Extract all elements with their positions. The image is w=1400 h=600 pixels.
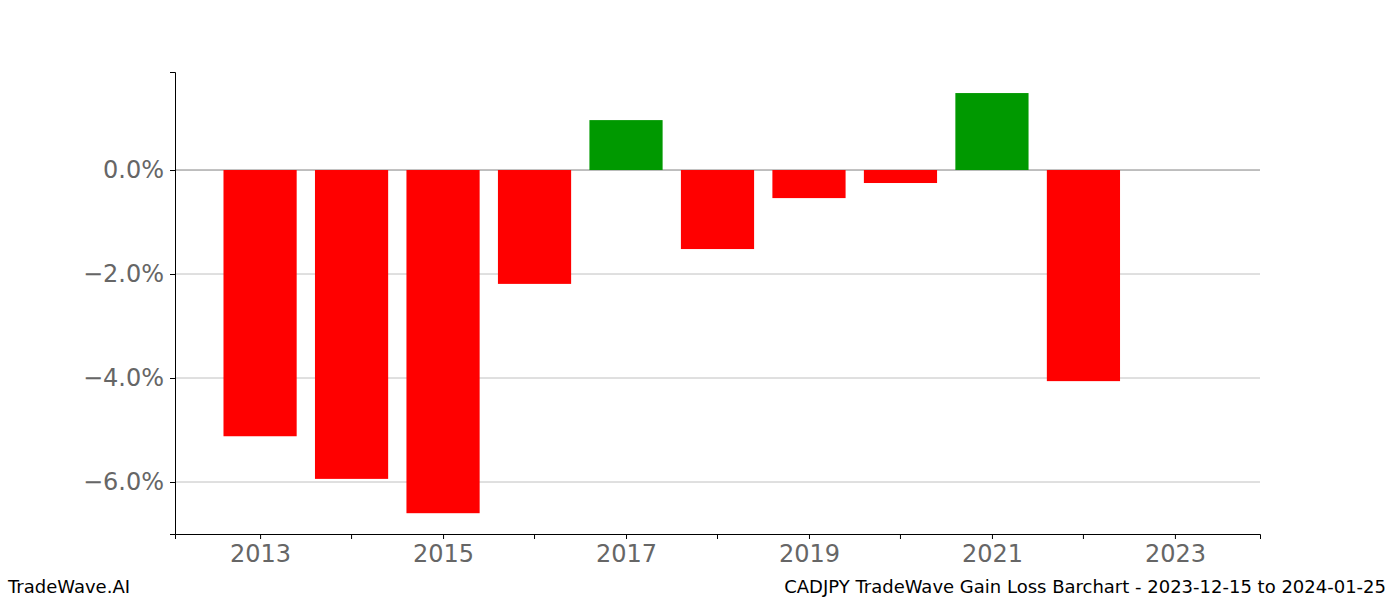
bar — [864, 170, 937, 183]
x-tick: 2017 — [596, 534, 657, 568]
y-tick: −2.0% — [83, 260, 175, 288]
x-tick: 2023 — [1145, 534, 1206, 568]
x-tick: 2021 — [962, 534, 1023, 568]
x-axis-line — [176, 535, 1261, 540]
y-tick: −4.0% — [83, 364, 175, 392]
x-tick-label: 2023 — [1145, 540, 1206, 568]
x-tick: 2013 — [230, 534, 291, 568]
y-tick: −6.0% — [83, 468, 175, 496]
y-tick: 0.0% — [103, 156, 175, 184]
bar — [589, 120, 662, 170]
x-tick-label: 2017 — [596, 540, 657, 568]
y-axis: −6.0% −4.0% −2.0% 0.0% — [83, 73, 176, 535]
title: CADJPY TradeWave Gain Loss Barchart - 20… — [784, 576, 1386, 597]
bar — [772, 170, 845, 198]
x-tick: 2015 — [413, 534, 474, 568]
grid-line — [175, 482, 1260, 483]
bar — [315, 170, 388, 479]
bar — [955, 93, 1028, 170]
x-axis: 2013 2015 2017 2019 2021 2023 — [176, 534, 1261, 568]
y-tick-mark — [170, 274, 175, 275]
x-tick-mark — [443, 534, 444, 539]
bar — [1047, 170, 1120, 381]
x-minor-tick — [351, 534, 352, 539]
x-tick-mark — [626, 534, 627, 539]
x-minor-tick — [1083, 534, 1084, 539]
y-tick-label: 0.0% — [103, 156, 164, 184]
bar — [498, 170, 571, 284]
x-minor-tick — [534, 534, 535, 539]
bar — [223, 170, 296, 436]
x-tick-mark — [992, 534, 993, 539]
y-axis-line — [170, 73, 176, 535]
bar — [406, 170, 479, 513]
y-tick-mark — [170, 378, 175, 379]
bar — [681, 170, 754, 249]
y-tick-label: −4.0% — [83, 364, 164, 392]
grid — [175, 170, 1260, 482]
x-minor-tick — [900, 534, 901, 539]
chart: −6.0%−4.0%−2.0%0.0%201320152017201920212… — [0, 0, 1400, 600]
y-tick-mark — [170, 482, 175, 483]
x-tick: 2019 — [779, 534, 840, 568]
y-tick-label: −2.0% — [83, 260, 164, 288]
x-tick-mark — [809, 534, 810, 539]
x-tick-label: 2021 — [962, 540, 1023, 568]
bars — [223, 93, 1120, 513]
x-minor-tick — [717, 534, 718, 539]
x-tick-mark — [1175, 534, 1176, 539]
x-tick-label: 2013 — [230, 540, 291, 568]
y-tick-mark — [170, 170, 175, 171]
y-tick-label: −6.0% — [83, 468, 164, 496]
x-tick-label: 2019 — [779, 540, 840, 568]
annotation: TradeWave.AI — [7, 576, 130, 597]
x-tick-label: 2015 — [413, 540, 474, 568]
x-tick-mark — [260, 534, 261, 539]
